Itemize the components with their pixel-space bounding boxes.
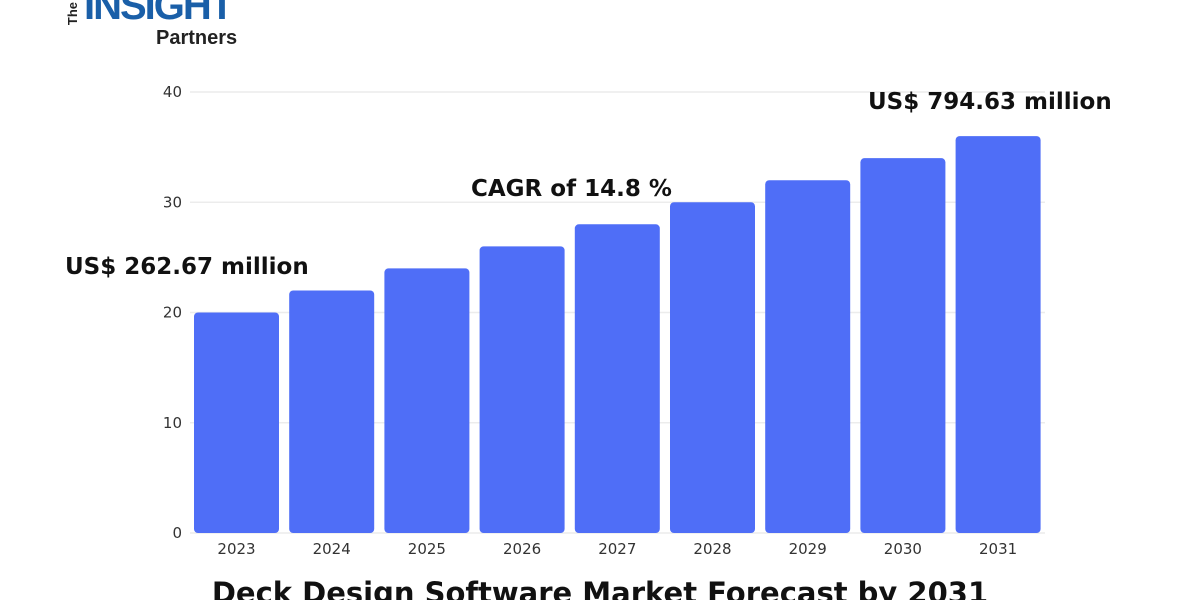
bar-2023 [194, 312, 279, 533]
x-tick-label: 2025 [408, 540, 446, 558]
bar-2024 [289, 290, 375, 533]
y-tick-label: 10 [163, 414, 182, 432]
x-tick-label: 2023 [217, 540, 255, 558]
x-tick-label: 2024 [313, 540, 351, 558]
bar-2025 [384, 268, 470, 533]
x-tick-label: 2028 [693, 540, 731, 558]
x-tick-label: 2031 [979, 540, 1017, 558]
x-tick-label: 2027 [598, 540, 636, 558]
x-tick-label: 2030 [884, 540, 922, 558]
bar-2030 [860, 158, 946, 533]
y-tick-label: 20 [163, 304, 182, 322]
chart-title: Deck Design Software Market Forecast by … [212, 576, 988, 600]
bar-2029 [765, 180, 851, 533]
logo-insight: INSIGHT [84, 0, 234, 28]
y-tick-label: 0 [172, 524, 182, 542]
cagr-annotation: CAGR of 14.8 % [471, 176, 672, 202]
x-tick-label: 2026 [503, 540, 541, 558]
start-value-annotation: US$ 262.67 million [65, 254, 309, 280]
bar-2027 [574, 224, 660, 534]
bar-2026 [479, 246, 565, 533]
y-tick-label: 30 [163, 193, 182, 211]
x-tick-label: 2029 [789, 540, 827, 558]
logo-partners: Partners [156, 27, 238, 49]
end-value-annotation: US$ 794.63 million [868, 89, 1112, 115]
bar-2031 [955, 136, 1041, 533]
logo: The INSIGHT Partners [0, 0, 300, 52]
bar-2028 [670, 202, 755, 533]
y-tick-label: 40 [163, 83, 182, 101]
